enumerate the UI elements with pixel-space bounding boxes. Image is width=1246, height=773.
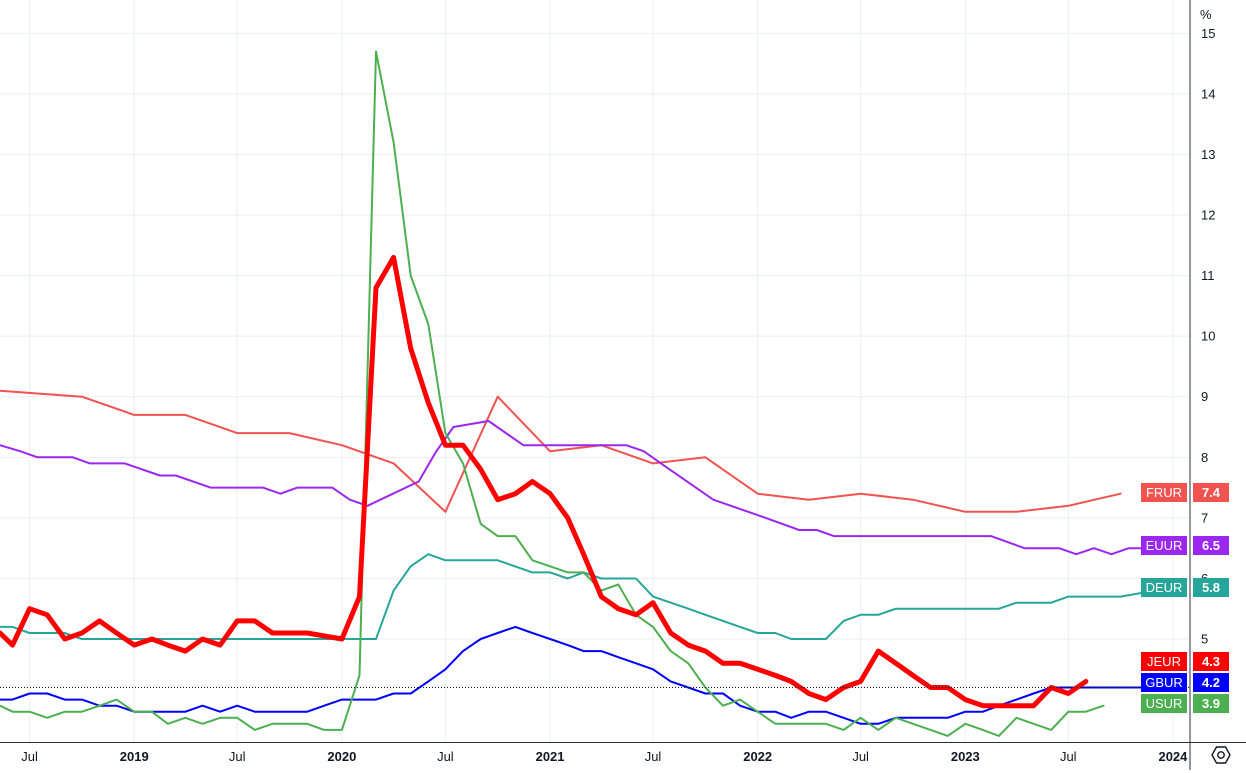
series-tag-value: 4.3 bbox=[1202, 654, 1220, 669]
series-tag-name: JEUR bbox=[1147, 654, 1181, 669]
series-tag-value-bg bbox=[1193, 483, 1229, 502]
x-tick-label: 2023 bbox=[951, 749, 980, 764]
chart-settings-button[interactable] bbox=[1208, 742, 1234, 768]
y-tick-label: 7 bbox=[1201, 510, 1208, 525]
series-tag-value: 6.5 bbox=[1202, 538, 1220, 553]
series-tag-deur: DEUR 5.8 bbox=[1141, 578, 1229, 597]
y-tick-label: 11 bbox=[1201, 268, 1215, 283]
series-tag-gbur: GBUR 4.2 bbox=[1141, 673, 1229, 692]
x-tick-label: 2019 bbox=[120, 749, 149, 764]
x-tick-label: 2020 bbox=[327, 749, 356, 764]
x-tick-label: Jul bbox=[852, 749, 869, 764]
series-tag-value: 3.9 bbox=[1202, 696, 1220, 711]
series-line-usur bbox=[0, 50, 1105, 737]
x-tick-label: Jul bbox=[229, 749, 246, 764]
series-tag-name-bg bbox=[1141, 673, 1187, 692]
series-tag-value-bg bbox=[1193, 536, 1229, 555]
series-tag-value: 7.4 bbox=[1202, 485, 1221, 500]
series-tag-value: 4.2 bbox=[1202, 675, 1220, 690]
x-tick-label: 2021 bbox=[536, 749, 565, 764]
series-tag-frur: FRUR 7.4 bbox=[1141, 483, 1229, 502]
series-tag-name: FRUR bbox=[1146, 485, 1182, 500]
series-tag-name-bg bbox=[1141, 694, 1187, 713]
x-tick-label: 2024 bbox=[1158, 749, 1188, 764]
series-tag-value-bg bbox=[1193, 652, 1229, 671]
series-tag-name-bg bbox=[1141, 652, 1187, 671]
x-tick-label: Jul bbox=[437, 749, 454, 764]
x-tick-label: Jul bbox=[1060, 749, 1077, 764]
series-tag-name: USUR bbox=[1146, 696, 1183, 711]
y-tick-label: 13 bbox=[1201, 147, 1215, 162]
x-tick-label: 2022 bbox=[743, 749, 772, 764]
series-tag-value-bg bbox=[1193, 694, 1229, 713]
settings-icon bbox=[1211, 746, 1231, 764]
series-tag-jeur: JEUR 4.3 bbox=[1141, 652, 1229, 671]
y-tick-label: 10 bbox=[1201, 329, 1215, 344]
y-tick-label: 9 bbox=[1201, 389, 1208, 404]
series-tag-value-bg bbox=[1193, 673, 1229, 692]
y-tick-label: 12 bbox=[1201, 208, 1215, 223]
series-tag-name: GBUR bbox=[1145, 675, 1183, 690]
series-tag-name: DEUR bbox=[1146, 580, 1183, 595]
series-tag-usur: USUR 3.9 bbox=[1141, 694, 1229, 713]
y-tick-label: 14 bbox=[1201, 86, 1215, 101]
y-tick-label: 5 bbox=[1201, 632, 1208, 647]
series-line-deur bbox=[0, 553, 1156, 640]
x-tick-label: Jul bbox=[645, 749, 662, 764]
y-axis: 56789101112131415% bbox=[1189, 0, 1215, 770]
y-unit-label: % bbox=[1200, 7, 1212, 22]
series-layer bbox=[0, 50, 1158, 737]
x-tick-label: Jul bbox=[21, 749, 38, 764]
series-tags: FRUR 7.4 EUUR 6.5 DEUR 5.8 JEUR 4.3 GBUR 4.2 USUR 3… bbox=[1141, 483, 1229, 713]
series-line-frur bbox=[0, 389, 1122, 513]
series-tag-value-bg bbox=[1193, 578, 1229, 597]
x-axis: Jul 2019 Jul 2020 Jul 2021 Jul 2022 Jul 2023 Jul 20… bbox=[0, 742, 1246, 764]
series-tag-name-bg bbox=[1141, 578, 1187, 597]
series-tag-euur: EUUR 6.5 bbox=[1141, 536, 1229, 555]
series-tag-name-bg bbox=[1141, 483, 1187, 502]
series-tag-name: EUUR bbox=[1146, 538, 1183, 553]
series-line-jeur bbox=[0, 254, 1089, 709]
series-line-euur bbox=[0, 420, 1156, 556]
y-tick-label: 15 bbox=[1201, 26, 1215, 41]
y-tick-label: 8 bbox=[1201, 450, 1208, 465]
series-tag-name-bg bbox=[1141, 536, 1187, 555]
series-tag-value: 5.8 bbox=[1202, 580, 1220, 595]
series-line-gbur bbox=[0, 625, 1156, 725]
